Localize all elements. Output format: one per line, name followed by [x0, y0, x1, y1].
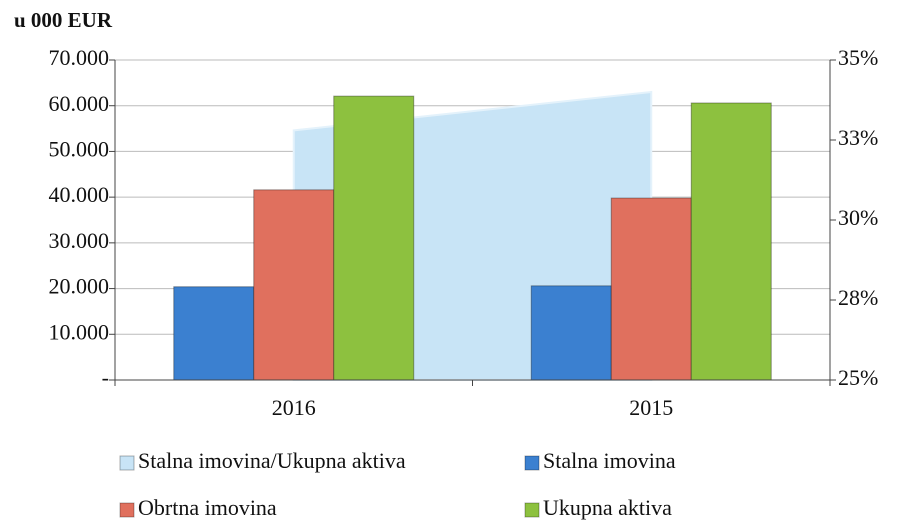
legend-swatch	[524, 502, 540, 518]
legend-label: Ukupna aktiva	[543, 495, 672, 520]
x-tick-label: 2015	[629, 395, 673, 420]
y-tick-label: 70.000	[49, 45, 110, 70]
y-tick-label: -	[102, 365, 109, 390]
legend-label: Stalna imovina	[543, 448, 676, 473]
y2-tick-label: 28%	[838, 285, 878, 310]
bar	[333, 95, 415, 381]
y2-tick-label: 25%	[838, 365, 878, 390]
y-tick-label: 60.000	[49, 91, 110, 116]
y2-tick-label: 33%	[838, 125, 878, 150]
bar	[690, 102, 772, 381]
y-tick-label: 40.000	[49, 182, 110, 207]
legend-label: Stalna imovina/Ukupna aktiva	[138, 448, 406, 473]
y-tick-label: 30.000	[49, 228, 110, 253]
bar	[253, 189, 335, 381]
y-tick-label: 50.000	[49, 136, 110, 161]
legend-swatch	[119, 455, 135, 471]
x-tick-label: 2016	[272, 395, 316, 420]
y-tick-label: 10.000	[49, 319, 110, 344]
bar	[173, 286, 255, 381]
bar	[610, 197, 692, 381]
y2-tick-label: 30%	[838, 205, 878, 230]
y-tick-label: 20.000	[49, 274, 110, 299]
legend-swatch	[119, 502, 135, 518]
chart-title: u 000 EUR	[14, 8, 113, 32]
y2-tick-label: 35%	[838, 45, 878, 70]
legend-swatch	[524, 455, 540, 471]
legend-label: Obrtna imovina	[138, 495, 277, 520]
bar	[530, 285, 612, 381]
